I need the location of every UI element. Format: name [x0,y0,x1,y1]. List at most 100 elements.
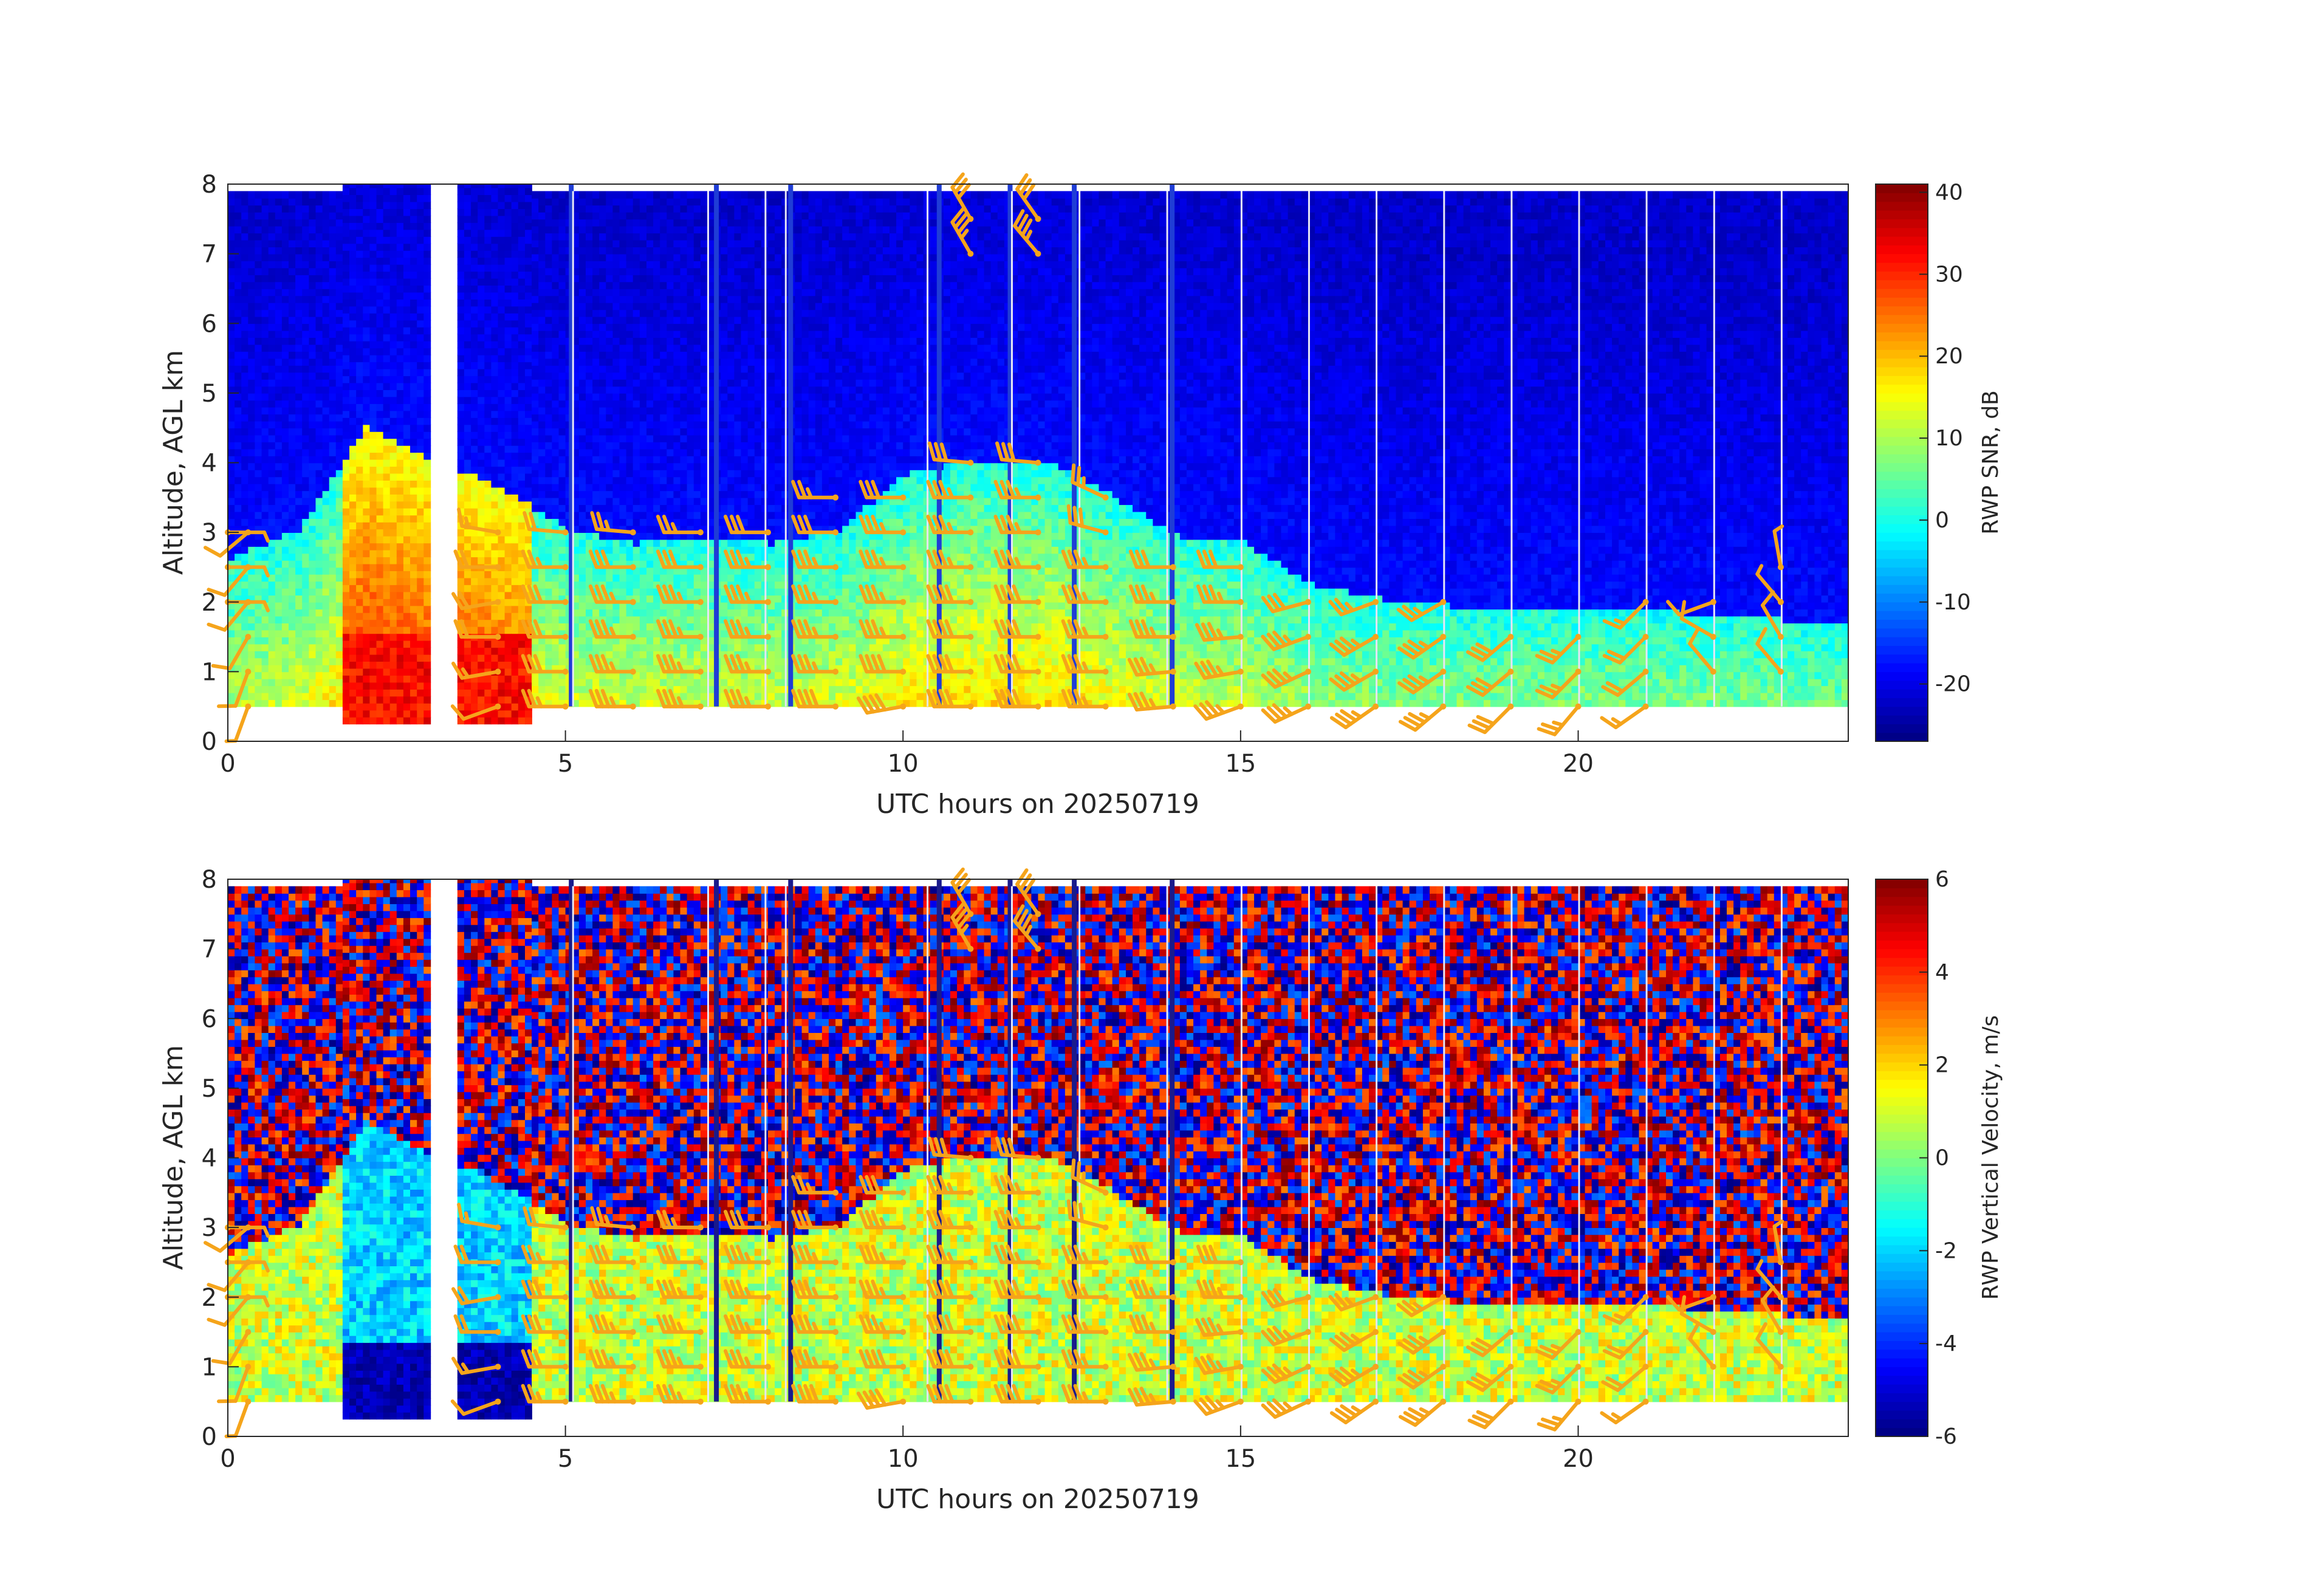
heatmap-cell [403,257,411,265]
heatmap-cell [498,389,506,397]
heatmap-cell [538,261,546,269]
heatmap-cell [478,389,485,397]
heatmap-cell [342,362,350,369]
heatmap-cell [687,386,694,394]
heatmap-cell [376,299,384,307]
heatmap-cell [578,323,586,331]
heatmap-cell [228,330,235,338]
heatmap-cell [322,191,330,199]
heatmap-cell [403,563,411,571]
heatmap-cell [484,201,492,209]
heatmap-cell [572,574,580,582]
heatmap-cell [538,643,546,651]
heatmap-cell [693,678,701,687]
heatmap-cell [511,184,519,188]
heatmap-cell [667,302,674,310]
heatmap-cell [687,316,694,324]
heatmap-cell [511,348,519,355]
heatmap-cell [484,535,492,544]
heatmap-cell [281,671,289,679]
heatmap-cell [545,462,553,470]
heatmap-cell [572,406,580,415]
heatmap-cell [248,581,256,589]
heatmap-cell [363,299,371,307]
heatmap-cell [342,184,350,188]
heatmap-cell [552,239,560,247]
heatmap-cell [363,689,371,697]
heatmap-cell [289,330,296,338]
heatmap-cell [687,267,694,275]
heatmap-cell [396,508,404,516]
heatmap-cell [369,320,377,328]
heatmap-cell [518,194,526,202]
heatmap-cell [281,309,289,317]
heatmap-cell [592,261,600,269]
heatmap-cell [511,710,519,718]
heatmap-cell [248,588,256,596]
heatmap-cell [275,239,283,247]
heatmap-cell [417,557,425,564]
heatmap-cell [518,473,526,481]
heatmap-cell [552,657,560,665]
heatmap-cell [329,205,337,213]
heatmap-cell [639,302,647,310]
heatmap-cell [322,386,330,394]
heatmap-cell [511,473,519,481]
heatmap-cell [289,456,296,464]
heatmap-cell [389,696,397,704]
heatmap-cell [275,511,283,519]
heatmap-cell [606,406,614,415]
heatmap-cell [315,406,323,415]
heatmap-cell [478,480,485,488]
heatmap-cell [578,400,586,408]
heatmap-cell [518,599,526,606]
heatmap-cell [383,362,391,369]
heatmap-cell [680,344,688,352]
heatmap-cell [417,417,425,425]
heatmap-cell [687,372,694,380]
heatmap-cell [552,358,560,366]
heatmap-cell [606,191,614,199]
heatmap-cell [639,581,647,589]
heatmap-cell [626,295,634,303]
heatmap-cell [558,602,566,610]
heatmap-cell [538,247,546,255]
heatmap-cell [680,316,688,324]
heatmap-cell [599,448,607,456]
heatmap-cell [369,577,377,585]
heatmap-cell [302,233,310,241]
heatmap-cell [558,567,566,575]
heatmap-cell [545,539,553,547]
heatmap-cell [599,211,607,220]
heatmap-cell [268,400,276,408]
heatmap-cell [417,612,425,620]
heatmap-cell [558,205,566,213]
heatmap-cell [504,362,512,369]
heatmap-cell [417,619,425,627]
heatmap-cell [356,466,363,474]
heatmap-cell [538,309,546,317]
heatmap-cell [403,215,411,223]
heatmap-cell [255,476,262,484]
heatmap-cell [410,563,417,571]
heatmap-cell [693,525,701,533]
heatmap-cell [383,292,391,300]
heatmap-cell [592,511,600,519]
heatmap-cell [464,501,471,509]
heatmap-cell [498,187,506,195]
heatmap-cell [342,612,350,620]
heatmap-cell [342,368,350,377]
heatmap-cell [552,490,560,498]
heatmap-cell [667,504,674,512]
heatmap-cell [268,211,276,220]
heatmap-cell [673,302,681,310]
heatmap-cell [356,320,363,328]
heatmap-cell [552,330,560,338]
heatmap-cell [289,643,296,651]
heatmap-cell [484,626,492,634]
heatmap-cell [667,309,674,317]
heatmap-cell [558,518,566,526]
heatmap-cell [538,560,546,568]
heatmap-cell [626,490,634,498]
heatmap-cell [491,187,499,195]
